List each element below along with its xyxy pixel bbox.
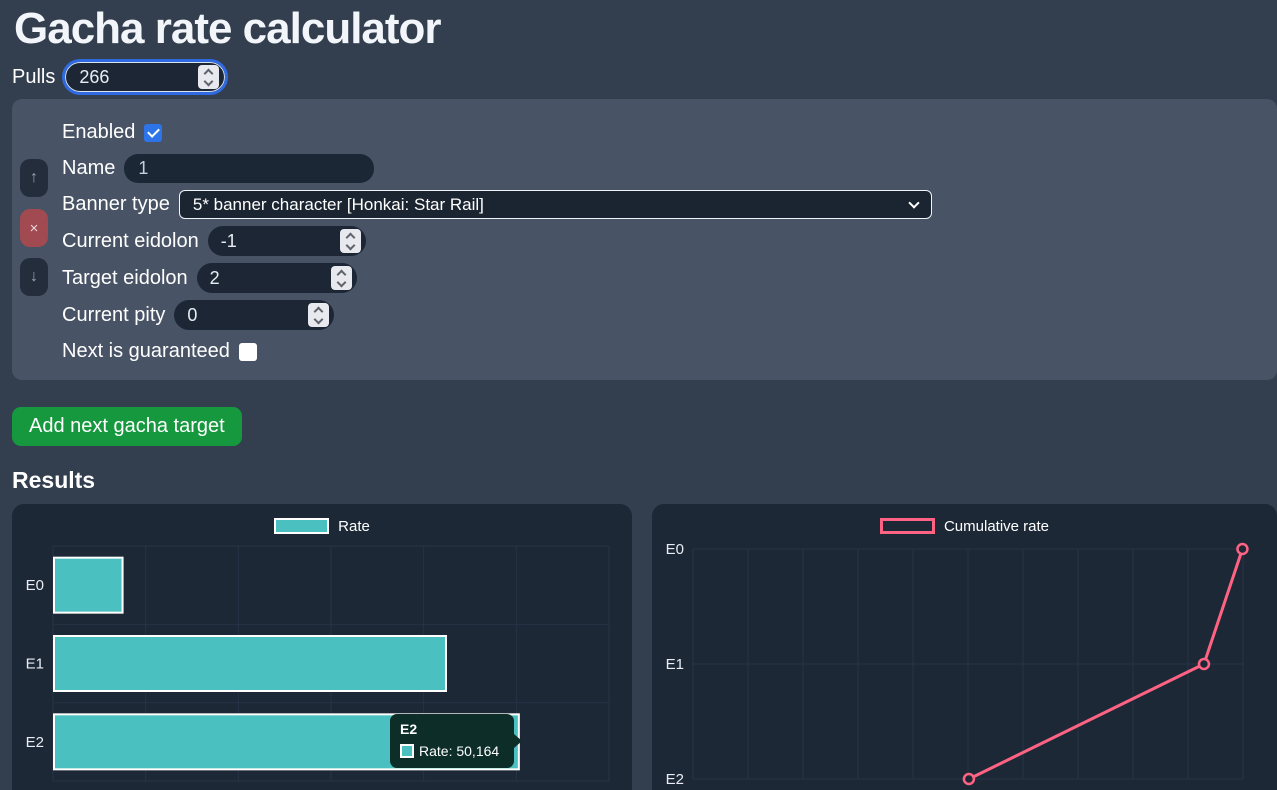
target-eidolon-input-wrap — [196, 263, 357, 293]
current-pity-row: Current pity — [62, 300, 1277, 330]
enabled-row: Enabled — [62, 118, 1277, 147]
pulls-row: Pulls — [12, 59, 1277, 95]
name-label: Name — [62, 157, 116, 179]
name-input-wrap — [124, 154, 375, 183]
point-E0[interactable] — [1236, 542, 1249, 556]
chart-tooltip: E2 Rate: 50,164 — [390, 714, 522, 768]
bar-E0[interactable] — [53, 556, 124, 614]
y-tick-label: E2 — [26, 734, 44, 751]
cumulative-legend-label: Cumulative rate — [943, 517, 1050, 535]
name-input[interactable] — [124, 154, 375, 183]
current-pity-input[interactable] — [174, 300, 335, 330]
bar-E1[interactable] — [53, 635, 447, 692]
tooltip-value: Rate: 50,164 — [419, 743, 500, 759]
rate-legend-label: Rate — [338, 517, 370, 535]
move-up-button[interactable]: ↑ — [20, 159, 48, 197]
tooltip-row: Rate: 50,164 — [400, 743, 504, 759]
add-gacha-target-button[interactable]: Add next gacha target — [12, 407, 242, 446]
cumulative-chart-panel: Cumulative rate 0%10%20%30%40%50%60%70%8… — [652, 504, 1277, 790]
pulls-input[interactable] — [66, 63, 225, 91]
y-tick-label: E2 — [666, 771, 684, 788]
target-eidolon-input[interactable] — [196, 263, 357, 293]
target-eidolon-label: Target eidolon — [62, 266, 188, 289]
point-E2[interactable] — [962, 772, 976, 786]
page-title: Gacha rate calculator — [14, 4, 442, 53]
current-pity-input-wrap — [174, 300, 335, 330]
point-E1[interactable] — [1197, 657, 1211, 671]
rate-legend-swatch — [274, 518, 330, 534]
pulls-spinner[interactable] — [198, 65, 220, 89]
current-eidolon-spinner[interactable] — [339, 229, 361, 253]
banner-type-value: 5* banner character [Honkai: Star Rail] — [192, 194, 484, 214]
banner-type-select[interactable]: 5* banner character [Honkai: Star Rail] — [178, 190, 932, 219]
move-down-button[interactable]: ↓ — [20, 258, 48, 296]
current-eidolon-input[interactable] — [207, 226, 366, 256]
cumulative-legend-swatch — [879, 518, 935, 534]
remove-target-button[interactable]: × — [20, 209, 48, 247]
next-guaranteed-checkbox[interactable] — [238, 342, 257, 361]
current-eidolon-input-wrap — [207, 226, 366, 256]
y-tick-label: E0 — [666, 541, 684, 558]
chevron-down-icon — [345, 240, 356, 251]
name-row: Name — [62, 154, 1277, 183]
enabled-label: Enabled — [62, 121, 136, 143]
rate-legend[interactable]: Rate — [12, 504, 632, 540]
pulls-input-wrap — [62, 59, 229, 95]
banner-type-row: Banner type 5* banner character [Honkai:… — [62, 190, 1277, 219]
target-eidolon-row: Target eidolon — [62, 263, 1277, 293]
current-eidolon-label: Current eidolon — [62, 229, 199, 252]
chevron-down-icon — [313, 314, 324, 325]
tooltip-title: E2 — [400, 721, 418, 737]
y-tick-label: E0 — [26, 577, 44, 594]
next-guaranteed-row: Next is guaranteed — [62, 337, 1277, 366]
chevron-down-icon — [336, 277, 347, 288]
y-tick-label: E1 — [666, 656, 684, 673]
pulls-label: Pulls — [12, 65, 56, 88]
chevron-down-icon — [203, 76, 214, 87]
tooltip-swatch-icon — [400, 744, 414, 758]
select-chevron-icon — [908, 197, 920, 209]
gacha-target-panel: ↑ × ↓ Enabled Name Banner type 5* banner… — [12, 99, 1277, 380]
y-tick-label: E1 — [26, 656, 44, 673]
banner-type-label: Banner type — [62, 193, 170, 215]
cumulative-legend[interactable]: Cumulative rate — [652, 504, 1277, 540]
current-pity-label: Current pity — [62, 303, 166, 326]
current-pity-spinner[interactable] — [308, 303, 330, 327]
current-eidolon-row: Current eidolon — [62, 226, 1277, 256]
enabled-checkbox[interactable] — [144, 123, 163, 142]
next-guaranteed-label: Next is guaranteed — [62, 340, 230, 362]
target-eidolon-spinner[interactable] — [330, 266, 352, 290]
results-heading: Results — [12, 467, 96, 493]
